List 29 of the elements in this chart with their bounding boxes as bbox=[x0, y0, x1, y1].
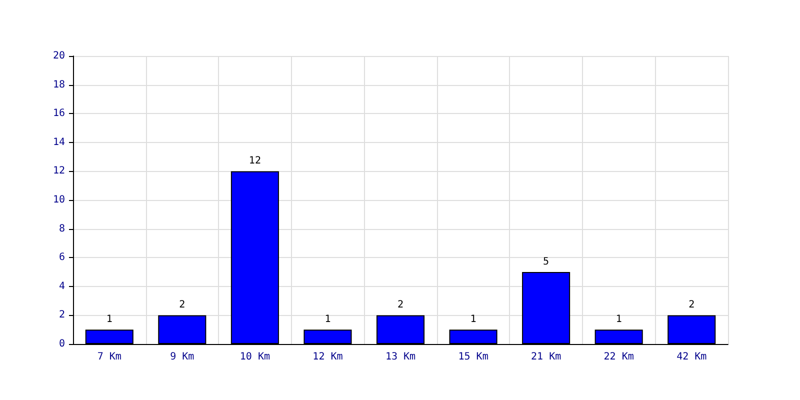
data-label: 5 bbox=[543, 256, 550, 268]
y-tick-label: 2 bbox=[58, 310, 65, 321]
y-tick-label: 12 bbox=[52, 166, 65, 177]
data-label: 1 bbox=[470, 314, 476, 326]
x-tick-label: 42 Km bbox=[676, 352, 707, 362]
data-label: 2 bbox=[179, 300, 186, 311]
y-tick-label: 14 bbox=[52, 136, 65, 148]
y-tick-label: 20 bbox=[52, 50, 65, 62]
data-label: 12 bbox=[248, 156, 261, 167]
y-tick-label: 10 bbox=[52, 194, 65, 206]
y-tick-label: 8 bbox=[58, 223, 65, 234]
y-tick-label: 6 bbox=[58, 252, 65, 264]
y-tick-label: 0 bbox=[58, 338, 65, 350]
data-label: 2 bbox=[397, 300, 404, 311]
x-tick-label: 21 Km bbox=[531, 352, 562, 362]
x-tick-label: 7 Km bbox=[97, 352, 122, 362]
data-label: 2 bbox=[688, 300, 695, 311]
data-label: 1 bbox=[106, 314, 112, 326]
x-tick-label: 10 Km bbox=[240, 352, 270, 362]
y-tick-label: 4 bbox=[58, 280, 65, 292]
x-tick-label: 22 Km bbox=[604, 352, 634, 362]
y-tick-label: 16 bbox=[52, 108, 65, 120]
x-tick-label: 12 Km bbox=[312, 352, 343, 362]
x-tick-label: 13 Km bbox=[385, 352, 416, 362]
data-label: 1 bbox=[616, 314, 622, 326]
y-tick-label: 18 bbox=[52, 79, 65, 90]
x-tick-label: 9 Km bbox=[170, 352, 194, 362]
x-tick-label: 15 Km bbox=[458, 352, 488, 362]
data-label: 1 bbox=[324, 314, 331, 326]
